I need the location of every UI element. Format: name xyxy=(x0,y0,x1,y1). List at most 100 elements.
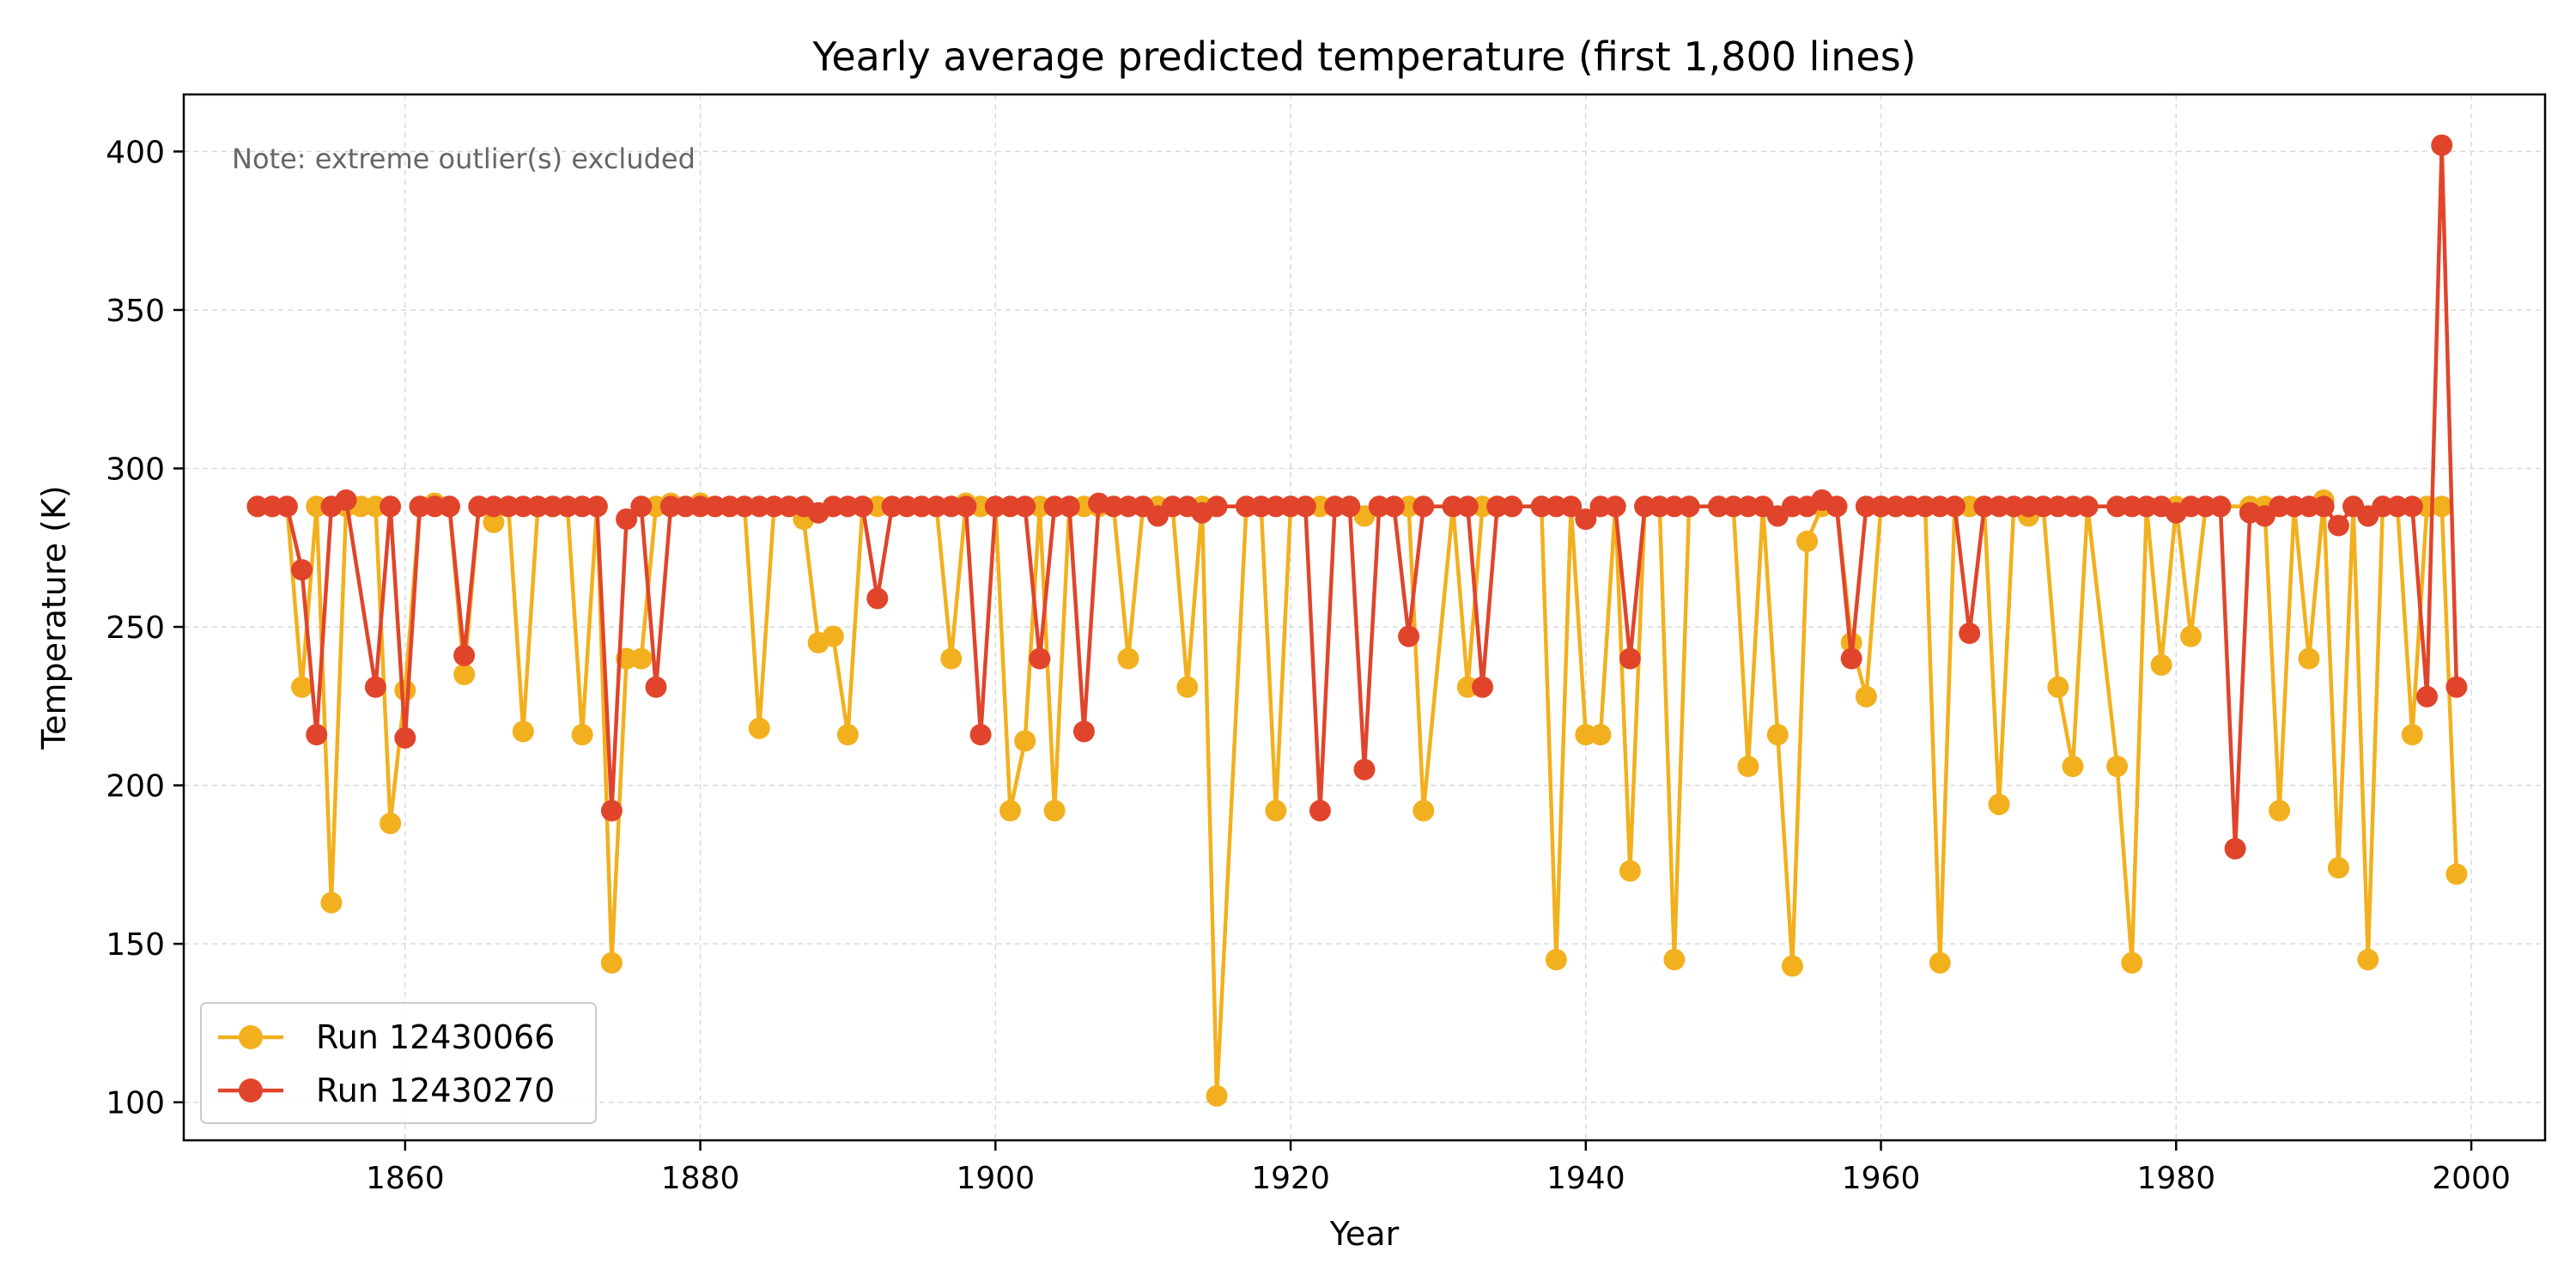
plot-frame xyxy=(182,93,2547,1142)
data-point xyxy=(1398,625,1420,647)
data-point xyxy=(1029,647,1051,670)
data-point xyxy=(616,508,638,531)
data-point xyxy=(690,495,712,518)
data-point xyxy=(306,724,328,746)
data-point xyxy=(2076,495,2099,518)
x-tick-label: 1900 xyxy=(957,1161,1036,1196)
data-point xyxy=(600,951,623,974)
series-layer xyxy=(246,134,2468,1107)
data-point xyxy=(1472,495,1493,518)
data-point xyxy=(1870,495,1893,518)
data-point xyxy=(2298,647,2320,670)
data-point xyxy=(1796,530,1819,552)
data-point xyxy=(1279,495,1302,518)
data-point xyxy=(674,495,696,518)
data-point xyxy=(1899,495,1922,518)
data-point xyxy=(1929,495,1951,518)
data-point xyxy=(2121,495,2143,518)
data-point xyxy=(630,495,653,518)
data-point xyxy=(2431,495,2453,518)
data-point xyxy=(483,495,505,518)
data-point xyxy=(320,891,343,914)
data-point xyxy=(276,495,298,518)
data-point xyxy=(1117,647,1139,670)
data-point xyxy=(586,495,608,518)
data-point xyxy=(1265,495,1287,518)
data-point xyxy=(1988,793,2010,816)
data-point xyxy=(969,495,992,518)
data-point xyxy=(1737,495,1759,518)
data-point xyxy=(1294,495,1316,518)
data-point xyxy=(2121,951,2143,974)
data-point xyxy=(2401,495,2423,518)
legend-swatch-marker xyxy=(239,1025,263,1049)
data-point xyxy=(306,495,328,518)
data-point xyxy=(1649,495,1671,518)
data-point xyxy=(1914,495,1936,518)
data-point xyxy=(1545,495,1567,518)
x-tick-label: 1980 xyxy=(2137,1161,2216,1196)
data-point xyxy=(1353,758,1376,781)
data-point xyxy=(1442,495,1464,518)
x-tick-label: 1860 xyxy=(366,1161,445,1196)
data-point xyxy=(1855,495,1877,518)
data-point xyxy=(2106,495,2129,518)
data-point xyxy=(1368,495,1390,518)
data-point xyxy=(1058,495,1080,518)
data-point xyxy=(364,676,386,698)
data-point xyxy=(2002,495,2025,518)
data-point xyxy=(645,676,667,698)
legend: Run 12430066 Run 12430270 xyxy=(200,1002,597,1124)
data-point xyxy=(1501,495,1523,518)
data-point xyxy=(2386,495,2409,518)
data-point xyxy=(2062,495,2084,518)
data-point xyxy=(2312,495,2335,518)
data-point xyxy=(512,720,534,743)
data-point xyxy=(748,717,770,739)
data-point xyxy=(291,559,313,581)
data-point xyxy=(409,495,431,518)
data-point xyxy=(1530,495,1552,518)
data-point xyxy=(2224,837,2246,860)
data-point xyxy=(733,495,756,518)
data-point xyxy=(1781,495,1803,518)
data-point xyxy=(1708,495,1729,518)
data-point xyxy=(1589,495,1612,518)
y-tick-label: 150 xyxy=(106,927,165,963)
data-point xyxy=(2283,495,2306,518)
data-point xyxy=(1029,495,1051,518)
data-point xyxy=(1575,508,1597,531)
data-point xyxy=(2180,625,2202,647)
data-point xyxy=(1486,495,1509,518)
data-point xyxy=(1236,495,1257,518)
data-point xyxy=(2150,653,2172,676)
data-point xyxy=(468,495,490,518)
data-point xyxy=(1206,1084,1228,1107)
data-point xyxy=(1014,730,1036,752)
data-point xyxy=(2431,134,2453,156)
legend-label: Run 12430066 xyxy=(316,1018,555,1056)
data-point xyxy=(1043,495,1066,518)
data-point xyxy=(940,495,963,518)
data-point xyxy=(2106,756,2129,777)
data-point xyxy=(2032,495,2055,518)
data-point xyxy=(704,495,726,518)
data-point xyxy=(438,495,460,518)
data-point xyxy=(453,644,476,666)
x-tick-label: 1920 xyxy=(1251,1161,1330,1196)
data-point xyxy=(571,724,593,746)
y-tick-label: 100 xyxy=(106,1086,165,1121)
x-tick-label: 2000 xyxy=(2432,1161,2511,1196)
data-point xyxy=(1339,495,1361,518)
data-point xyxy=(1634,495,1656,518)
data-point xyxy=(719,495,741,518)
data-point xyxy=(1117,495,1139,518)
data-point xyxy=(1885,495,1907,518)
data-point xyxy=(822,625,844,647)
data-point xyxy=(1722,495,1745,518)
data-point xyxy=(1619,647,1641,670)
y-tick-label: 400 xyxy=(106,135,165,170)
data-point xyxy=(866,587,889,610)
